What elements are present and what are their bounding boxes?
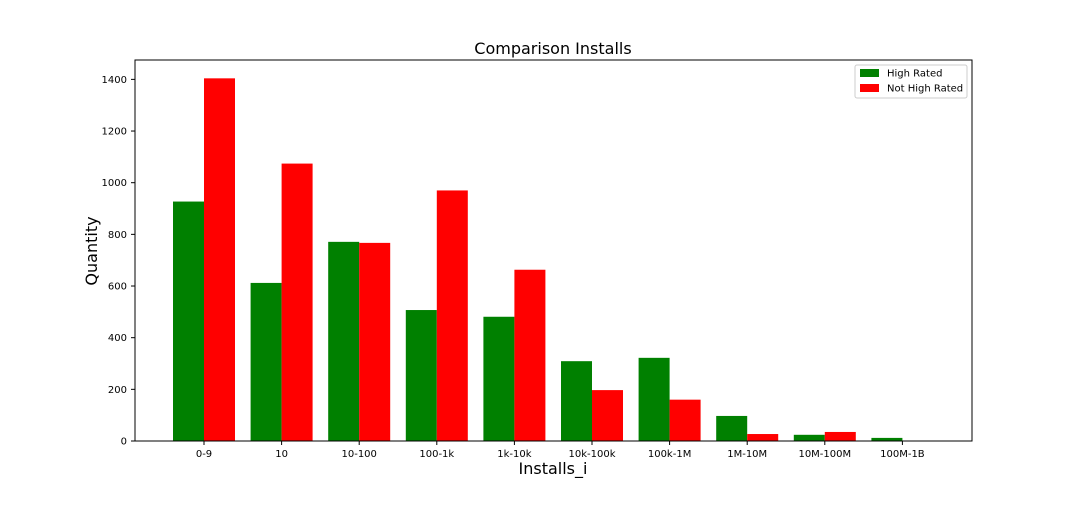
x-tick-label: 100-1k bbox=[419, 449, 454, 460]
y-tick-label: 0 bbox=[121, 437, 127, 448]
x-tick-label: 0-9 bbox=[196, 449, 212, 460]
y-tick-label: 600 bbox=[108, 282, 127, 293]
bar-high-rated-1 bbox=[250, 282, 282, 441]
legend-label: Not High Rated bbox=[887, 84, 963, 95]
x-axis-title: Installs_i bbox=[519, 459, 588, 479]
bar-not-high-rated-6 bbox=[669, 399, 701, 441]
y-tick-label: 400 bbox=[108, 333, 127, 344]
legend: High Rated Not High Rated bbox=[854, 64, 968, 99]
bar-not-high-rated-8 bbox=[824, 431, 856, 441]
bar-not-high-rated-5 bbox=[592, 390, 623, 441]
x-tick-label: 10-100 bbox=[341, 449, 376, 460]
chart-title: Comparison Installs bbox=[474, 39, 631, 58]
y-tick-label: 200 bbox=[108, 385, 127, 396]
bar-not-high-rated-4 bbox=[514, 269, 546, 441]
bar-high-rated-9 bbox=[871, 437, 903, 441]
bar-high-rated-6 bbox=[638, 357, 670, 441]
x-tick-label: 1M-10M bbox=[727, 449, 767, 460]
plot-frame bbox=[134, 59, 973, 442]
y-tick-label: 1400 bbox=[102, 75, 127, 86]
bar-high-rated-7 bbox=[716, 415, 748, 441]
x-tick-label: 10 bbox=[275, 449, 288, 460]
x-tick-label: 1k-10k bbox=[497, 449, 531, 460]
bar-not-high-rated-3 bbox=[436, 190, 468, 441]
x-tick-label: 10k-100k bbox=[568, 449, 615, 460]
legend-swatch bbox=[860, 69, 879, 77]
legend-swatch bbox=[860, 84, 879, 92]
y-axis-ticks: 0 200 400 600 800 1000 1200 1400 bbox=[102, 75, 135, 448]
x-tick-label: 100M-1B bbox=[880, 449, 925, 460]
bar-high-rated-4 bbox=[483, 316, 515, 441]
bar-high-rated-8 bbox=[793, 434, 825, 441]
legend-label: High Rated bbox=[887, 69, 942, 80]
x-axis-ticks: 0-9 10 10-100 100-1k 1k-10k 10k-100k 100k-1M 1M… bbox=[196, 441, 925, 460]
x-tick-label: 100k-1M bbox=[648, 449, 691, 460]
bar-high-rated-5 bbox=[561, 361, 592, 441]
bar-not-high-rated-7 bbox=[747, 434, 779, 441]
legend-box bbox=[854, 64, 968, 99]
bar-high-rated-2 bbox=[328, 241, 360, 441]
x-tick-label: 10M-100M bbox=[798, 449, 851, 460]
bars-group bbox=[173, 78, 903, 441]
y-axis-title: Quantity bbox=[82, 216, 101, 285]
y-tick-label: 800 bbox=[108, 230, 127, 241]
bar-not-high-rated-1 bbox=[281, 163, 313, 441]
bar-not-high-rated-0 bbox=[204, 78, 235, 441]
bar-not-high-rated-2 bbox=[359, 242, 391, 441]
y-tick-label: 1200 bbox=[102, 127, 127, 138]
y-tick-label: 1000 bbox=[102, 178, 127, 189]
bar-high-rated-3 bbox=[405, 310, 437, 441]
bar-high-rated-0 bbox=[173, 201, 204, 441]
